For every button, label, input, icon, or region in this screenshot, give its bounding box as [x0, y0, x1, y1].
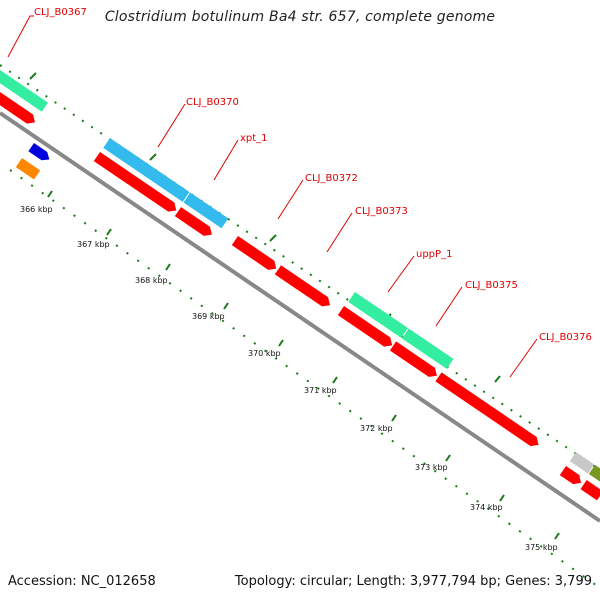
- gene-label-clj-b0372[interactable]: CLJ_B0372: [305, 173, 358, 184]
- olive-feature[interactable]: [588, 464, 600, 482]
- kbp-label-369: 369 kbp: [192, 312, 225, 321]
- gene-label-clj-b0376[interactable]: CLJ_B0376: [539, 332, 592, 343]
- gene-feature-clj-b0367-teal[interactable]: [0, 70, 48, 112]
- cds-feature-uppp-1[interactable]: [337, 306, 395, 350]
- gene-label-clj-b0370[interactable]: CLJ_B0370: [186, 97, 239, 108]
- inner-major-ticks: [47, 190, 560, 540]
- inner-tick-track: [9, 169, 600, 589]
- gene-feature-clj-b0370-cyan[interactable]: [103, 138, 190, 202]
- cds-feature-bottom-right-1[interactable]: [559, 466, 584, 487]
- kbp-labels: 366 kbp 367 kbp 368 kbp 369 kbp 370 kbp …: [20, 205, 558, 552]
- grey-feature[interactable]: [569, 452, 595, 474]
- cds-feature-clj-b0375[interactable]: [389, 341, 440, 380]
- cds-feature-clj-b0370[interactable]: [93, 152, 180, 215]
- gene-label-clj-b0375[interactable]: CLJ_B0375: [465, 280, 518, 291]
- kbp-label-373: 373 kbp: [415, 463, 448, 472]
- kbp-label-367: 367 kbp: [77, 240, 110, 249]
- blue-small-feature[interactable]: [28, 143, 52, 164]
- cds-feature-clj-b0376[interactable]: [435, 372, 541, 449]
- kbp-label-375: 375 kbp: [525, 543, 558, 552]
- cds-feature-clj-b0367[interactable]: [0, 92, 38, 127]
- map-title: Clostridium botulinum Ba4 str. 657, comp…: [104, 9, 496, 25]
- outer-major-ticks: [29, 72, 501, 383]
- cds-feature-bottom-right-2[interactable]: [580, 480, 600, 501]
- accession-text: Accession: NC_012658: [8, 574, 156, 589]
- kbp-label-368: 368 kbp: [135, 276, 168, 285]
- gene-label-clj-b0373[interactable]: CLJ_B0373: [355, 206, 408, 217]
- genome-summary-text: Topology: circular; Length: 3,977,794 bp…: [234, 574, 592, 589]
- gene-labels: CLJ_B0367 CLJ_B0370 xpt_1 CLJ_B0372 CLJ_…: [34, 7, 592, 343]
- cds-feature-clj-b0373[interactable]: [274, 265, 333, 310]
- label-leader-lines: [7, 15, 538, 378]
- gene-feature-clj-b0375-teal[interactable]: [402, 328, 454, 369]
- gene-feature-xpt-1-cyan[interactable]: [183, 192, 229, 229]
- gene-label-xpt-1[interactable]: xpt_1: [240, 133, 268, 144]
- kbp-label-372: 372 kbp: [360, 424, 393, 433]
- gene-label-uppp-1[interactable]: uppP_1: [416, 249, 452, 260]
- orange-small-feature[interactable]: [15, 158, 41, 180]
- kbp-label-374: 374 kbp: [470, 503, 503, 512]
- kbp-label-370: 370 kbp: [248, 349, 281, 358]
- genome-backbone: [0, 111, 600, 523]
- feature-track: [0, 70, 600, 501]
- cds-feature-xpt-1[interactable]: [174, 207, 215, 239]
- kbp-label-366: 366 kbp: [20, 205, 53, 214]
- gene-feature-uppp-1-teal[interactable]: [348, 292, 408, 338]
- cds-feature-clj-b0372[interactable]: [231, 236, 280, 273]
- kbp-label-371: 371 kbp: [304, 386, 337, 395]
- outer-tick-track: [0, 64, 600, 471]
- gene-label-clj-b0367[interactable]: CLJ_B0367: [34, 7, 87, 18]
